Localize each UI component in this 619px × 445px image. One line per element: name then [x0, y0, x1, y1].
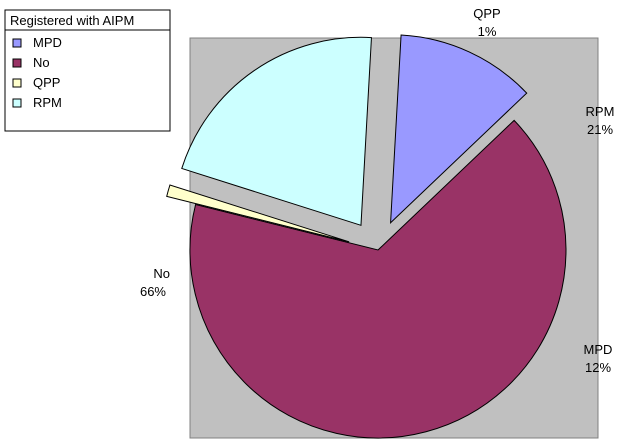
- legend-label-rpm: RPM: [33, 95, 62, 110]
- legend-swatch-qpp: [12, 78, 22, 88]
- slice-label-percent-qpp: 1%: [478, 24, 497, 39]
- pie-slice-rpm: [181, 36, 372, 226]
- slice-label-percent-mpd: 12%: [585, 360, 611, 375]
- slice-label-percent-rpm: 21%: [587, 122, 613, 137]
- legend-title: Registered with AIPM: [10, 13, 134, 28]
- legend-swatch-rpm: [12, 98, 22, 108]
- slice-label-name-qpp: QPP: [473, 6, 500, 21]
- pie-labels: QPP 1% RPM 21% MPD 12% No 66%: [140, 6, 614, 375]
- pie-slice-no: [189, 119, 567, 439]
- legend-box: [4, 9, 171, 132]
- pie-slice-qpp: [166, 184, 350, 243]
- slice-label-name-rpm: RPM: [586, 104, 615, 119]
- legend-label-qpp: QPP: [33, 75, 60, 90]
- legend: Registered with AIPM MPD No QPP RPM: [4, 9, 171, 132]
- slice-label-percent-no: 66%: [140, 284, 166, 299]
- legend-swatch-no: [12, 58, 22, 68]
- slice-label-name-no: No: [153, 266, 170, 281]
- legend-items: MPD No QPP RPM: [12, 35, 62, 110]
- legend-label-no: No: [33, 55, 50, 70]
- pie-slice-mpd: [390, 34, 528, 224]
- legend-label-mpd: MPD: [33, 35, 62, 50]
- pie-slices: [166, 34, 567, 439]
- legend-swatch-mpd: [12, 38, 22, 48]
- slice-label-name-mpd: MPD: [584, 342, 613, 357]
